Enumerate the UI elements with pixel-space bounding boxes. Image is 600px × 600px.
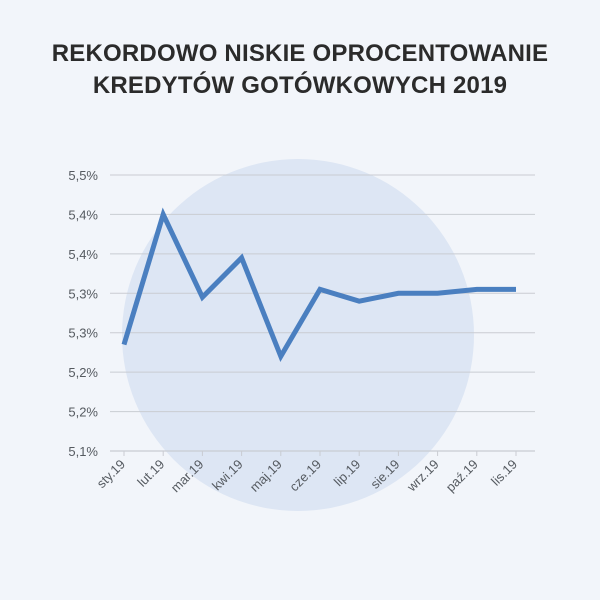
background-circle: [122, 159, 474, 511]
y-tick-label: 5,3%: [68, 286, 98, 301]
y-tick-label: 5,4%: [68, 247, 98, 262]
y-axis-ticks: 5,1% 5,2% 5,2% 5,3% 5,3% 5,4% 5,4% 5,5%: [68, 168, 98, 459]
y-tick-label: 5,3%: [68, 326, 98, 341]
y-tick-label: 5,2%: [68, 365, 98, 380]
chart-title-line-2: KREDYTÓW GOTÓWKOWYCH 2019: [92, 72, 508, 99]
y-tick-label: 5,5%: [68, 168, 98, 183]
x-tick-label: sty.19: [94, 457, 128, 491]
chart-title: REKORDOWO NISKIE OPROCENTOWANIE KREDYTÓW…: [0, 38, 600, 102]
y-tick-label: 5,2%: [68, 405, 98, 420]
x-tick-label: paź.19: [443, 457, 481, 495]
y-tick-label: 5,4%: [68, 207, 98, 222]
x-tick-label: lis.19: [488, 457, 520, 489]
series-layer: [121, 207, 517, 363]
y-tick-label: 5,1%: [68, 444, 98, 459]
chart-title-line-1: REKORDOWO NISKIE OPROCENTOWANIE: [51, 40, 549, 67]
x-tick-label: lut.19: [134, 457, 167, 490]
